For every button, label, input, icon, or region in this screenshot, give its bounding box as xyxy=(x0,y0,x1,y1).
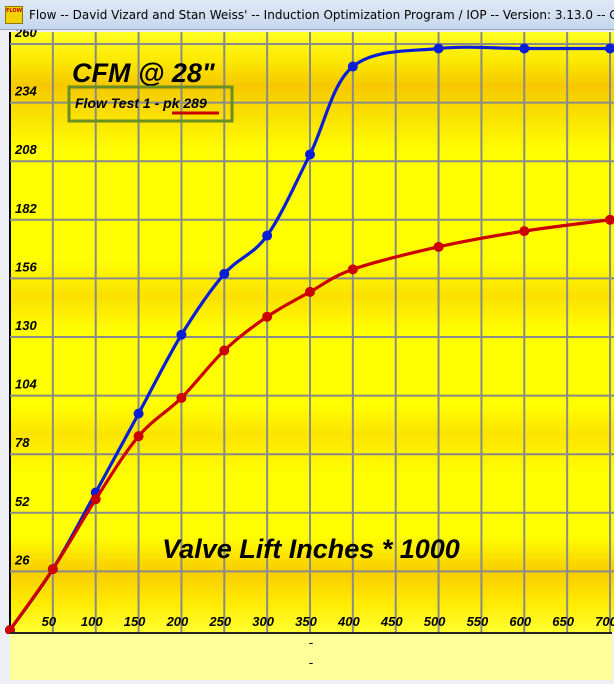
chart-title: CFM @ 28" xyxy=(72,58,216,88)
y-tick-label: 26 xyxy=(14,552,30,567)
y-tick-label: 78 xyxy=(15,435,30,450)
series-1-point xyxy=(219,268,230,279)
series-2-point xyxy=(5,625,15,634)
legend: Flow Test 1 - pk 289 xyxy=(67,85,234,123)
series-line-2 xyxy=(8,218,611,631)
series-2-point xyxy=(605,214,614,225)
series-2-point xyxy=(433,241,444,252)
x-axis-label: Valve Lift Inches * 1000 xyxy=(162,534,460,564)
series-2-point xyxy=(47,564,58,575)
x-tick-label: 150 xyxy=(124,614,146,629)
legend-box xyxy=(67,85,234,123)
series-2-point xyxy=(90,494,101,505)
series-1-point xyxy=(433,43,444,54)
series-2-point xyxy=(519,226,530,237)
series-1-point xyxy=(347,61,358,72)
status-line-2: - xyxy=(308,656,314,671)
y-tick-label: 182 xyxy=(15,201,37,216)
x-tick-label: 300 xyxy=(252,614,274,629)
y-tick-label: 208 xyxy=(14,142,37,157)
flow-chart: 50 100 150 200 250 300 350 400 450 500 550 600 650 70… xyxy=(5,30,614,634)
x-tick-label: 550 xyxy=(467,614,489,629)
series-2-point xyxy=(305,286,315,297)
x-tick-label: 500 xyxy=(424,614,446,629)
status-panel: - - xyxy=(10,632,612,680)
y-tick-label: 52 xyxy=(15,494,30,509)
series-2-point xyxy=(176,392,187,403)
x-tick-label: 650 xyxy=(552,614,574,629)
series-1-point xyxy=(176,329,187,340)
series-1-point xyxy=(262,230,273,241)
x-tick-label: 450 xyxy=(380,614,403,629)
series-2-point xyxy=(262,311,273,322)
series-1-point xyxy=(605,43,614,54)
flow-app-icon[interactable]: FLOW xyxy=(5,5,23,24)
series xyxy=(5,43,614,634)
series-1-point xyxy=(305,149,315,160)
window-title: Flow -- David Vizard and Stan Weiss' -- … xyxy=(29,7,614,22)
legend-label: Flow Test 1 - pk 289 xyxy=(75,95,207,111)
status-line-1: - xyxy=(308,636,314,651)
tick-labels: 50 100 150 200 250 300 350 400 450 500 550 600 650 70… xyxy=(14,30,614,629)
y-tick-label: 104 xyxy=(15,377,37,392)
x-tick-label: 600 xyxy=(509,614,531,629)
x-tick-label: 400 xyxy=(337,614,360,629)
series-2-point xyxy=(133,431,144,442)
series-1-point xyxy=(133,408,144,419)
grid xyxy=(10,32,614,632)
series-1-point xyxy=(519,43,530,54)
x-tick-label: 50 xyxy=(42,614,57,629)
y-tick-label: 130 xyxy=(15,318,37,333)
plot-background xyxy=(10,32,614,632)
y-tick-label: 156 xyxy=(15,259,37,274)
series-2-point xyxy=(347,264,358,275)
y-tick-label: 260 xyxy=(14,30,37,40)
x-tick-label: 350 xyxy=(295,614,317,629)
window-titlebar: FLOW Flow -- David Vizard and Stan Weiss… xyxy=(0,0,614,30)
x-tick-label: 200 xyxy=(166,614,189,629)
series-2-point xyxy=(219,345,230,356)
x-tick-label: 250 xyxy=(208,614,231,629)
x-tick-label: 700 xyxy=(595,614,614,629)
x-tick-label: 100 xyxy=(81,614,103,629)
y-tick-label: 234 xyxy=(14,84,37,99)
